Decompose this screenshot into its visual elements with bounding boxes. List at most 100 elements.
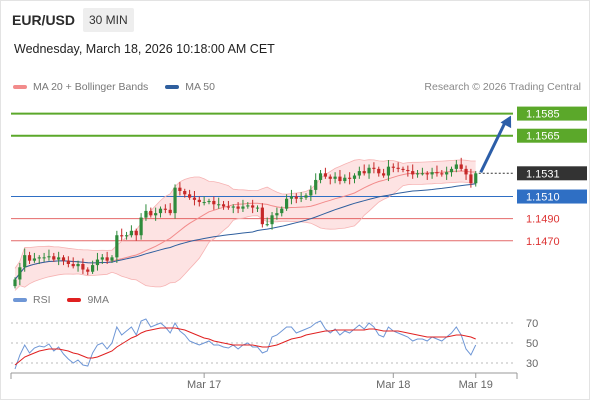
candle	[168, 203, 172, 216]
candle-body	[255, 207, 260, 209]
candle	[32, 252, 36, 263]
axis-tick-label: Mar 18	[376, 379, 410, 391]
candle	[47, 249, 51, 261]
candle	[81, 258, 85, 274]
rsi-line	[14, 318, 477, 370]
candle	[454, 160, 458, 173]
candle	[459, 157, 463, 172]
candle-body	[212, 200, 216, 205]
candle-body	[357, 171, 361, 176]
candle-body	[445, 172, 449, 175]
candle	[178, 182, 182, 196]
candle-body	[183, 191, 187, 195]
target-label: 1.1565	[526, 131, 560, 143]
candle	[299, 192, 303, 203]
target-tag	[517, 106, 587, 121]
ma50-legend-label: MA 50	[185, 81, 215, 93]
candle-body	[323, 173, 327, 177]
candle-body	[81, 263, 85, 270]
candle	[61, 255, 66, 266]
symbol-label: EUR/USD	[12, 12, 76, 28]
candle-body	[236, 206, 240, 209]
candle-body	[110, 257, 114, 261]
candles-layer	[13, 157, 478, 289]
candle-body	[18, 267, 22, 280]
rsi-tick-label: 50	[526, 338, 538, 350]
candle	[231, 204, 235, 214]
candle-body	[430, 172, 434, 175]
candle	[197, 196, 201, 207]
candle	[420, 167, 424, 176]
candle	[173, 184, 177, 219]
candle-body	[372, 167, 376, 169]
candle-body	[440, 173, 444, 175]
candle-body	[449, 168, 454, 173]
candle-body	[27, 255, 32, 261]
pivot-tag	[517, 189, 587, 204]
candle	[226, 200, 230, 210]
candle	[246, 202, 250, 209]
candle	[464, 165, 468, 180]
rsi-tick-label: 70	[526, 318, 538, 330]
candle-body	[91, 265, 95, 272]
candle-body	[401, 168, 405, 170]
axis-tick-label: Mar 17	[187, 379, 221, 391]
candle	[27, 251, 32, 264]
candle	[314, 173, 318, 195]
candle	[352, 173, 357, 184]
candle-body	[333, 176, 337, 179]
candle-body	[454, 164, 458, 169]
candle	[52, 252, 56, 262]
candle	[144, 204, 148, 221]
candle	[372, 162, 376, 174]
candle	[304, 193, 308, 200]
candle-body	[76, 263, 80, 267]
candle-body	[71, 263, 75, 267]
candle	[124, 231, 129, 240]
candle	[391, 163, 395, 173]
candle	[95, 252, 100, 271]
bollinger-bands-layer	[15, 159, 476, 291]
candle-body	[396, 167, 400, 169]
candle-body	[314, 179, 318, 190]
pivot-label: 1.1510	[526, 192, 560, 204]
candle-body	[57, 257, 61, 260]
candle	[212, 196, 216, 210]
candle	[86, 267, 90, 276]
candle	[192, 191, 197, 206]
candle	[105, 251, 109, 264]
candle-body	[149, 210, 153, 216]
candle	[435, 165, 439, 177]
candle	[396, 162, 400, 173]
rsi-ma-line	[14, 327, 476, 366]
candle	[163, 204, 167, 214]
price-levels-layer	[11, 112, 513, 242]
candle-body	[435, 172, 439, 174]
candle-body	[13, 279, 17, 287]
candle-body	[265, 224, 269, 226]
candle-body	[352, 175, 357, 179]
candle	[110, 255, 114, 263]
candle-body	[377, 168, 381, 174]
candle-body	[367, 167, 371, 174]
candle-body	[226, 206, 230, 208]
candle	[23, 248, 27, 272]
timeframe-button[interactable]: 30 MIN	[83, 8, 134, 32]
bollinger-band-fill	[15, 159, 476, 291]
candle-body	[168, 209, 172, 214]
candle	[13, 277, 17, 289]
candle	[265, 217, 269, 227]
candle	[343, 174, 347, 184]
candle-body	[289, 196, 294, 199]
candle-body	[105, 257, 109, 261]
candle	[251, 199, 255, 214]
candle-body	[37, 257, 41, 259]
candle-body	[309, 189, 313, 196]
candle	[474, 171, 478, 187]
price-legend: MA 20 + Bollinger Bands MA 50	[13, 81, 215, 93]
candle	[333, 172, 337, 184]
candle	[129, 225, 133, 238]
target-arrow-head	[500, 115, 512, 129]
